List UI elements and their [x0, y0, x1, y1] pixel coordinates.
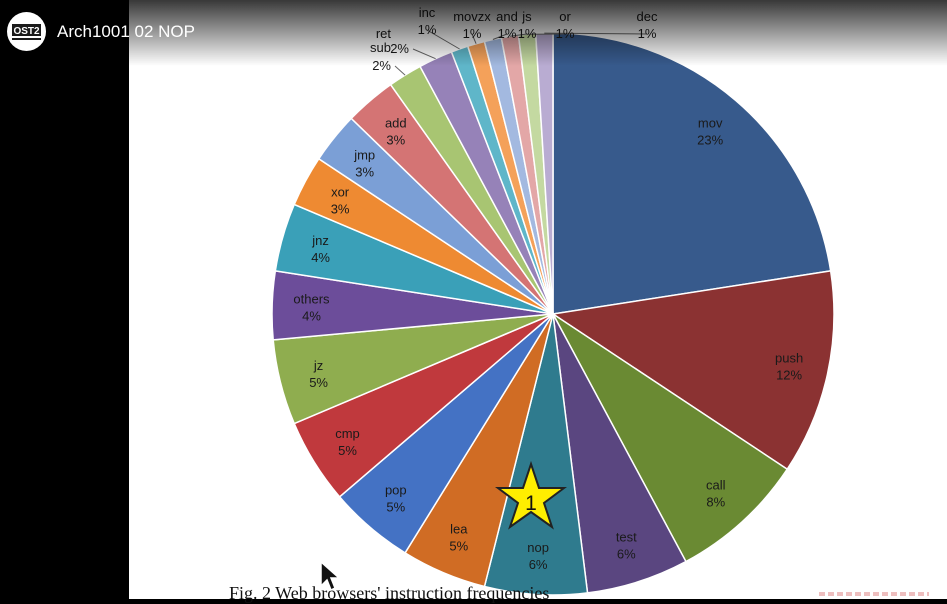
slice-label-nop: nop	[527, 540, 549, 555]
slice-percent-or: 1%	[556, 26, 575, 41]
star-annotation-number: 1	[525, 492, 537, 515]
slice-percent-jz: 5%	[309, 375, 328, 390]
pie-chart: mov23%push12%call8%test6%nop6%lea5%pop5%…	[129, 0, 947, 599]
video-title[interactable]: Arch1001 02 NOP	[57, 22, 195, 42]
slice-percent-inc: 1%	[418, 22, 437, 37]
slice-percent-dec: 1%	[638, 26, 657, 41]
slice-percent-xor: 3%	[331, 202, 350, 217]
channel-logo-text: OST2	[13, 26, 40, 37]
slice-label-and: and	[496, 9, 518, 24]
channel-logo[interactable]: OST2	[7, 12, 46, 51]
slice-label-call: call	[706, 478, 726, 493]
slice-percent-call: 8%	[706, 495, 725, 510]
slice-percent-jmp: 3%	[355, 165, 374, 180]
slice-percent-sub: 2%	[372, 58, 391, 73]
slice-label-pop: pop	[385, 483, 407, 498]
leader-line-ret	[413, 49, 436, 59]
slice-label-inc: inc	[419, 5, 436, 20]
slice-label-jmp: jmp	[353, 148, 375, 163]
slice-label-sub: sub	[370, 40, 391, 55]
slice-label-jnz: jnz	[311, 233, 329, 248]
slice-label-dec: dec	[637, 9, 658, 24]
slice-percent-lea: 5%	[449, 539, 468, 554]
slice-label-add: add	[385, 116, 407, 131]
slice-percent-others: 4%	[302, 309, 321, 324]
ost2-logo-icon: OST2	[7, 12, 46, 51]
slice-label-js: js	[521, 9, 532, 24]
slice-label-mov: mov	[698, 116, 723, 131]
slice-label-ret: ret	[376, 26, 392, 41]
slice-label-or: or	[559, 9, 571, 24]
slice-label-test: test	[616, 529, 637, 544]
mouse-cursor-icon	[319, 560, 343, 594]
slice-percent-pop: 5%	[386, 500, 405, 515]
slice-percent-movzx: 1%	[463, 26, 482, 41]
watermark-text	[819, 592, 929, 596]
leader-line-sub	[395, 66, 405, 75]
slice-percent-add: 3%	[386, 133, 405, 148]
slice-percent-nop: 6%	[529, 557, 548, 572]
slice-percent-mov: 23%	[697, 133, 723, 148]
slice-percent-cmp: 5%	[338, 443, 357, 458]
slice-percent-jnz: 4%	[311, 250, 330, 265]
slice-label-lea: lea	[450, 522, 468, 537]
slice-mov	[553, 33, 831, 314]
slice-label-xor: xor	[331, 185, 350, 200]
slice-percent-test: 6%	[617, 546, 636, 561]
slice-label-jz: jz	[313, 358, 323, 373]
slice-percent-and: 1%	[498, 26, 517, 41]
slices-layer	[272, 33, 834, 595]
slice-label-others: others	[293, 292, 330, 307]
slice-percent-ret: 2%	[390, 41, 409, 56]
slice-label-movzx: movzx	[453, 9, 491, 24]
slice-label-cmp: cmp	[335, 426, 360, 441]
slice-label-push: push	[775, 351, 803, 366]
slice-percent-push: 12%	[776, 368, 802, 383]
slice-percent-js: 1%	[518, 26, 537, 41]
figure-caption: Fig. 2 Web browsers' instruction frequen…	[229, 583, 549, 604]
